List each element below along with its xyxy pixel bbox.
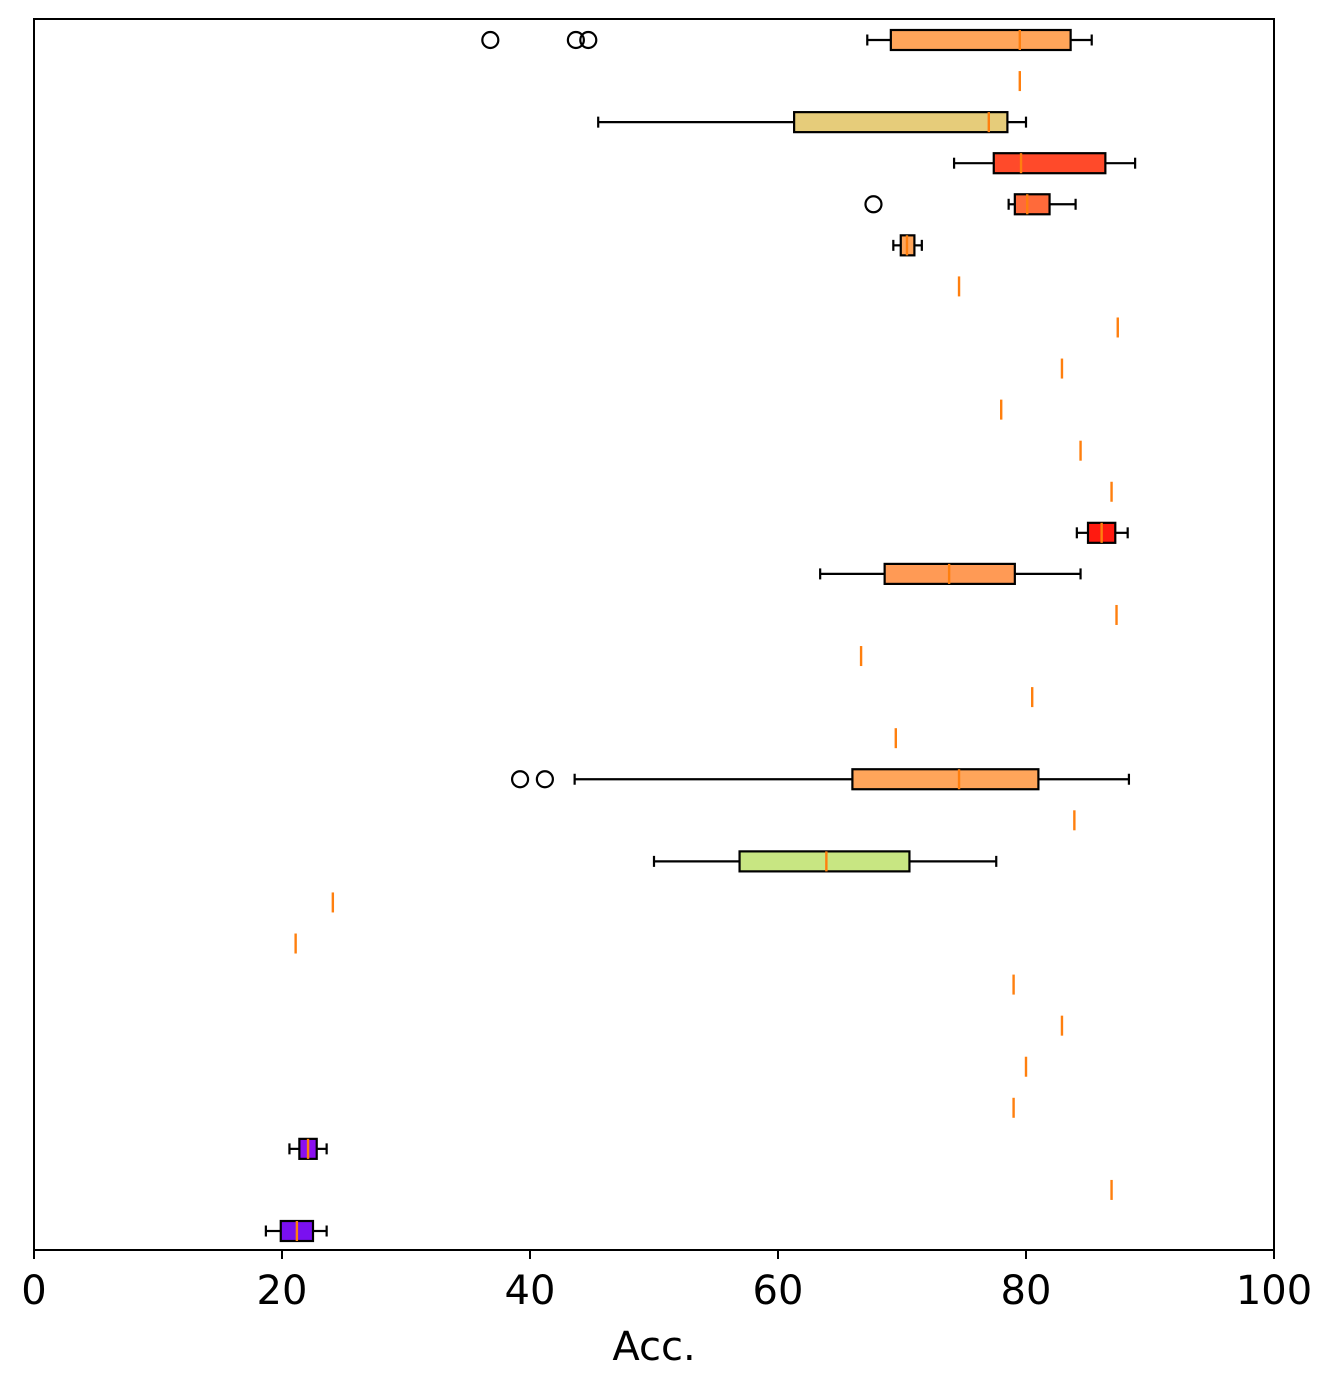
outlier-point	[481, 30, 500, 50]
iqr-box	[889, 28, 1072, 52]
x-tick-label: 100	[1236, 1268, 1312, 1314]
x-tick-label: 40	[505, 1268, 556, 1314]
outlier-point	[864, 195, 883, 214]
box-group	[597, 111, 1028, 134]
box-group	[288, 1137, 328, 1160]
x-tick-label: 20	[257, 1268, 308, 1314]
outlier-point	[566, 30, 585, 50]
box-group	[952, 152, 1137, 175]
box-group	[892, 234, 923, 257]
x-tick-label: 60	[753, 1268, 804, 1314]
iqr-box	[1013, 193, 1051, 216]
plot-frame	[33, 18, 1275, 1251]
box-group	[481, 28, 1093, 52]
plot-background	[34, 19, 1274, 1250]
box-group	[864, 193, 1077, 216]
box-group	[510, 768, 1131, 791]
box-group	[819, 562, 1082, 585]
box-group	[264, 1219, 328, 1243]
iqr-box	[851, 768, 1040, 791]
boxes-layer	[264, 28, 1137, 1243]
box-group	[652, 850, 998, 873]
x-tick-label: 80	[1001, 1268, 1052, 1314]
x-axis: 0 20 40 60 80 100	[21, 1250, 1312, 1314]
outlier-point	[579, 30, 598, 50]
outlier-point	[535, 770, 554, 789]
x-tick-label: 0	[21, 1268, 46, 1314]
iqr-box	[738, 850, 911, 873]
box-group	[1075, 521, 1129, 544]
iqr-box	[793, 111, 1009, 134]
iqr-box	[992, 152, 1107, 175]
outlier-point	[510, 770, 530, 789]
x-axis-label: Acc.	[612, 1324, 695, 1370]
